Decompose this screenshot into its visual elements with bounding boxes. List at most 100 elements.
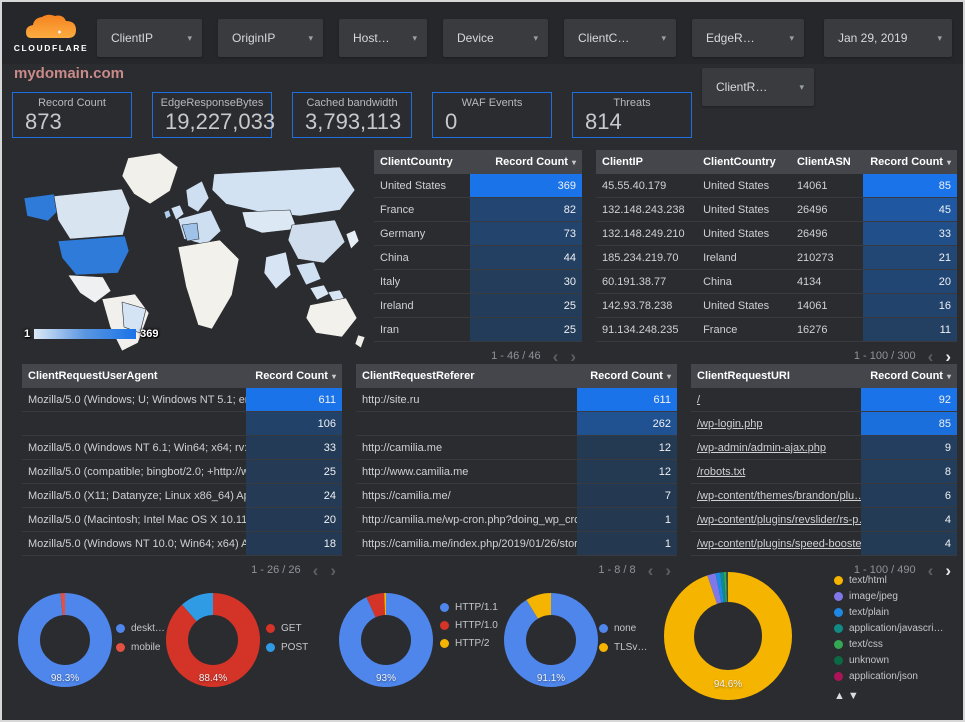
filter-chip-device[interactable]: Device ▾	[443, 19, 548, 57]
table-row[interactable]: 262	[356, 412, 677, 436]
table-row[interactable]: http://site.ru 611	[356, 388, 677, 412]
table-cell: Mozilla/5.0 (compatible; bingbot/2.0; +h…	[28, 465, 246, 478]
table-row[interactable]: https://camilia.me/index.php/2019/01/26/…	[356, 532, 677, 556]
sort-down-icon[interactable]: ▼	[847, 690, 862, 702]
table-row[interactable]: Germany 73	[374, 222, 582, 246]
table-row[interactable]: /wp-content/themes/brandon/plu… 6	[691, 484, 957, 508]
table-row[interactable]: http://camilia.me 12	[356, 436, 677, 460]
scorecard-threats[interactable]: Threats 814	[572, 92, 692, 138]
legend-item[interactable]: text/css	[834, 639, 944, 650]
table-cell-link[interactable]: /	[697, 393, 701, 406]
filter-chip-clientc[interactable]: ClientC… ▾	[564, 19, 676, 57]
scorecard-edgeresponsebytes[interactable]: EdgeResponseBytes 19,227,033	[152, 92, 275, 138]
table-row[interactable]: /wp-admin/admin-ajax.php 9	[691, 436, 957, 460]
donut-percent-label: 88.4%	[198, 673, 228, 684]
table-cell-link[interactable]: /wp-admin/admin-ajax.php	[697, 441, 827, 454]
table-cell-link[interactable]: /wp-content/plugins/revslider/rs-p…	[697, 513, 862, 526]
table-row[interactable]: 132.148.249.210 United States 26496 33	[596, 222, 957, 246]
donut-chart-method[interactable]: 88.4%	[164, 591, 262, 694]
donut-chart-http-version[interactable]: 93%	[337, 591, 435, 694]
table-row[interactable]: 45.55.40.179 United States 14061 85	[596, 174, 957, 198]
legend-item[interactable]: GET	[266, 623, 308, 634]
legend-item[interactable]: POST	[266, 642, 308, 653]
table-row[interactable]: Mozilla/5.0 (Windows; U; Windows NT 5.1;…	[22, 388, 342, 412]
table-cell-link[interactable]: /robots.txt	[697, 465, 746, 478]
table-row[interactable]: /wp-content/plugins/revslider/rs-p… 4	[691, 508, 957, 532]
column-header[interactable]: ClientRequestUserAgent	[22, 370, 246, 382]
legend-item[interactable]: unknown	[834, 655, 944, 666]
dropdown-caret-icon: ▾	[308, 32, 313, 43]
column-header-label: ClientCountry	[380, 156, 453, 168]
table-cell-link[interactable]: /wp-content/plugins/speed-booste…	[697, 537, 862, 550]
column-header[interactable]: ClientCountry	[374, 156, 470, 168]
geo-map-panel[interactable]: 1 369	[10, 146, 372, 352]
legend-item[interactable]: HTTP/1.0	[440, 620, 501, 632]
legend-item[interactable]: deskt…	[116, 623, 165, 634]
legend-item[interactable]: HTTP/2	[440, 638, 501, 650]
column-header[interactable]: Record Count ▾	[861, 370, 957, 382]
date-range-filter[interactable]: Jan 29, 2019 ▾	[824, 19, 952, 57]
table-cell: Italy	[380, 275, 401, 288]
table-row[interactable]: France 82	[374, 198, 582, 222]
table-row[interactable]: 106	[22, 412, 342, 436]
legend-item[interactable]: text/plain	[834, 607, 944, 618]
table-row[interactable]: 142.93.78.238 United States 14061 16	[596, 294, 957, 318]
sort-up-icon[interactable]: ▲	[834, 690, 848, 702]
table-cell-link[interactable]: /wp-content/themes/brandon/plu…	[697, 489, 862, 502]
legend-label: HTTP/2	[455, 638, 490, 649]
table-row[interactable]: Mozilla/5.0 (Windows NT 10.0; Win64; x64…	[22, 532, 342, 556]
column-header[interactable]: Record Count ▾	[863, 156, 957, 168]
column-header[interactable]: ClientCountry	[697, 156, 791, 168]
table-row[interactable]: Iran 25	[374, 318, 582, 342]
legend-item[interactable]: application/javascri…	[834, 623, 944, 634]
record-count-cell: 73	[469, 222, 582, 245]
table-row[interactable]: 60.191.38.77 China 4134 20	[596, 270, 957, 294]
legend-item[interactable]: TLSv…	[599, 642, 647, 653]
table-row[interactable]: https://camilia.me/7	[356, 484, 677, 508]
table-row[interactable]: http://www.camilia.me 12	[356, 460, 677, 484]
table-row[interactable]: /wp-login.php 85	[691, 412, 957, 436]
legend-item[interactable]: HTTP/1.1	[440, 602, 501, 614]
table-row[interactable]: /wp-content/plugins/speed-booste… 4	[691, 532, 957, 556]
table-row[interactable]: United States 369	[374, 174, 582, 198]
column-header[interactable]: ClientASN	[791, 156, 863, 168]
legend-item[interactable]: text/html	[834, 575, 944, 586]
legend-item[interactable]: image/jpeg	[834, 591, 944, 602]
filter-chip-host[interactable]: Host… ▾	[339, 19, 427, 57]
column-header[interactable]: ClientRequestReferer	[356, 370, 577, 382]
table-row[interactable]: 91.134.248.235 France 16276 11	[596, 318, 957, 342]
column-header[interactable]: ClientRequestURI	[691, 370, 861, 382]
table-row[interactable]: http://camilia.me/wp-cron.php?doing_wp_c…	[356, 508, 677, 532]
column-header[interactable]: Record Count ▾	[246, 370, 342, 382]
scorecard-record-count[interactable]: Record Count 873	[12, 92, 132, 138]
legend-item[interactable]: mobile	[116, 642, 165, 653]
scorecard-cached-bandwidth[interactable]: Cached bandwidth 3,793,113	[292, 92, 412, 138]
column-header[interactable]: Record Count ▾	[577, 370, 677, 382]
scorecard-waf-events[interactable]: WAF Events 0	[432, 92, 552, 138]
table-row[interactable]: Italy 30	[374, 270, 582, 294]
table-row[interactable]: Ireland 25	[374, 294, 582, 318]
table-row[interactable]: /robots.txt 8	[691, 460, 957, 484]
table-row[interactable]: China 44	[374, 246, 582, 270]
legend-item[interactable]: none	[599, 623, 647, 634]
column-header[interactable]: ClientIP	[596, 156, 697, 168]
legend-item[interactable]: application/json	[834, 671, 944, 682]
donut-chart-tls[interactable]: 91.1%	[502, 591, 600, 694]
table-cell-link[interactable]: /wp-login.php	[697, 417, 763, 430]
table-row[interactable]: Mozilla/5.0 (Windows NT 6.1; Win64; x64;…	[22, 436, 342, 460]
column-header[interactable]: Record Count ▾	[470, 156, 582, 168]
donut-chart-content-type[interactable]: 94.6%	[661, 569, 795, 708]
filter-chip-edger[interactable]: EdgeR… ▾	[692, 19, 804, 57]
table-row[interactable]: / 92	[691, 388, 957, 412]
donut-chart-device[interactable]: 98.3%	[16, 591, 114, 694]
pagination-next-icon[interactable]: ›	[945, 346, 951, 366]
filter-chip-clientrequest[interactable]: ClientR… ▾	[702, 68, 814, 106]
table-row[interactable]: 185.234.219.70 Ireland 210273 21	[596, 246, 957, 270]
table-row[interactable]: Mozilla/5.0 (X11; Datanyze; Linux x86_64…	[22, 484, 342, 508]
pagination-next-icon[interactable]: ›	[945, 560, 951, 580]
filter-chip-clientip[interactable]: ClientIP ▾	[97, 19, 202, 57]
table-row[interactable]: Mozilla/5.0 (compatible; bingbot/2.0; +h…	[22, 460, 342, 484]
filter-chip-originip[interactable]: OriginIP ▾	[218, 19, 323, 57]
table-row[interactable]: 132.148.243.238 United States 26496 45	[596, 198, 957, 222]
table-row[interactable]: Mozilla/5.0 (Macintosh; Intel Mac OS X 1…	[22, 508, 342, 532]
